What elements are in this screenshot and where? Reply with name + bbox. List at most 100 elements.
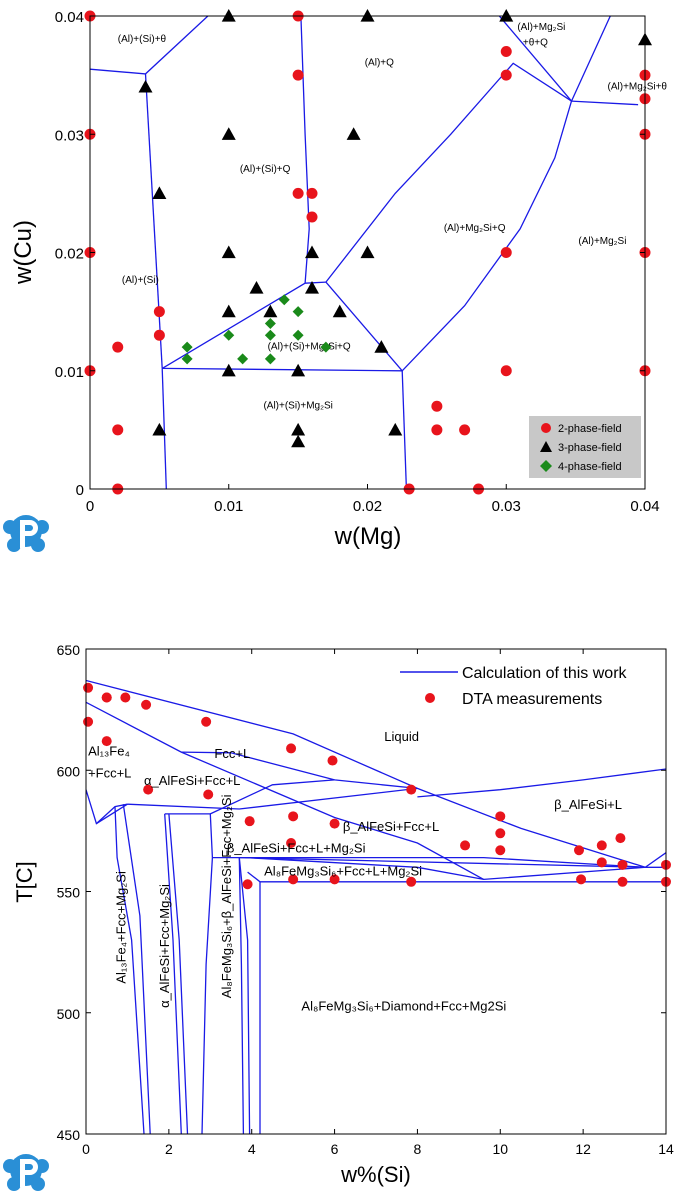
x-axis-label: w(Mg) <box>334 523 402 550</box>
phase-boundary-line <box>212 856 646 868</box>
region-label: +θ+Q <box>523 38 548 49</box>
region-label: (Al)+Mg₂Si <box>578 236 626 247</box>
region-label: β_AlFeSi+Fcc+L <box>343 819 439 834</box>
phase-boundary-line <box>161 368 167 489</box>
phase-boundary-line <box>210 779 335 815</box>
phase-boundary-line <box>498 16 572 102</box>
axes: 0 2 4 6 8 10 12 14 450 500 550 600 650 <box>57 642 674 1157</box>
legend-label: 4-phase-field <box>558 461 622 473</box>
data-point-triangle <box>291 434 306 448</box>
data-point-triangle <box>152 422 167 436</box>
phase-boundary-line <box>181 751 418 790</box>
axes: 0 0.01 0.02 0.03 0.04 0 0.01 0.02 0.03 0.04 <box>55 9 660 515</box>
region-label: α_AlFeSi+Fcc+L <box>144 773 240 788</box>
data-point-triangle <box>388 422 403 436</box>
data-points <box>84 9 652 495</box>
data-point-diamond <box>223 329 235 341</box>
data-point-circle <box>203 789 214 800</box>
logo <box>3 515 49 552</box>
data-point-diamond <box>237 353 249 365</box>
data-point-circle <box>617 876 628 887</box>
x-tick-label: 0.02 <box>353 498 382 515</box>
phase-boundary-line <box>168 813 189 1134</box>
phase-boundaries <box>90 16 639 489</box>
data-point-circle <box>143 784 154 795</box>
x-tick-label: 10 <box>492 1141 508 1157</box>
data-point-circle <box>292 187 304 199</box>
data-point-diamond <box>181 353 193 365</box>
data-point-diamond <box>292 329 304 341</box>
phase-boundary-line <box>325 281 403 372</box>
data-point-diamond <box>320 341 332 353</box>
data-point-triangle <box>221 304 236 318</box>
y-tick-label: 550 <box>57 885 81 901</box>
plot-frame <box>85 648 667 1135</box>
data-point-triangle <box>221 363 236 377</box>
data-point-circle <box>101 692 112 703</box>
y-tick-label: 650 <box>57 642 81 658</box>
data-point-circle <box>292 69 304 81</box>
phase-boundary-line <box>325 62 572 283</box>
data-point-circle <box>101 736 112 747</box>
data-point-circle <box>141 699 152 710</box>
legend-label: DTA measurements <box>462 691 602 708</box>
x-tick-label: 0 <box>86 498 94 515</box>
data-point-diamond <box>292 306 304 318</box>
data-point-diamond <box>264 329 276 341</box>
x-tick-label: 12 <box>575 1141 591 1157</box>
legend-label: Calculation of this work <box>462 665 628 682</box>
y-tick-label: 500 <box>57 1006 81 1022</box>
region-label: (Al)+Mg₂Si <box>517 22 565 33</box>
region-label: Al₈FeMg₃Si₆+Diamond+Fcc+Mg2Si <box>301 998 506 1013</box>
data-point-triangle <box>374 340 389 353</box>
data-point-circle <box>495 828 506 839</box>
legend-marker <box>425 693 435 703</box>
data-point-circle <box>286 743 297 754</box>
phase-boundary-line <box>417 768 666 798</box>
phase-boundary-line <box>401 100 573 372</box>
region-label: (Al)+(Si)+Q <box>240 164 291 175</box>
data-point-circle <box>500 247 512 258</box>
x-tick-label: 0.01 <box>214 498 243 515</box>
region-label: Al₈FeMg₃Si₆+Fcc+L+Mg₂Si <box>264 864 422 879</box>
data-point-triangle <box>346 127 361 140</box>
phase-diagram-si-temperature: Al₁₃Fe₄ +Fcc+L Fcc+L Liquid α_AlFeSi+Fcc+L β_… <box>3 642 674 1191</box>
data-point-triangle <box>221 127 236 140</box>
data-point-circle <box>286 838 297 848</box>
data-point-circle <box>112 424 124 436</box>
legend: 2-phase-field 3-phase-field 4-phase-field <box>529 416 641 478</box>
data-point-triangle <box>332 304 347 318</box>
data-point-circle <box>596 857 607 868</box>
data-point-circle <box>288 874 299 885</box>
data-point-triangle <box>291 363 306 377</box>
region-labels: Al₁₃Fe₄ +Fcc+L Fcc+L Liquid α_AlFeSi+Fcc+L β_… <box>88 729 622 1013</box>
data-point-circle <box>83 716 94 727</box>
phase-boundary-line <box>570 16 611 102</box>
data-point-circle <box>459 424 471 436</box>
data-point-triangle <box>305 280 319 294</box>
data-point-circle <box>431 400 443 412</box>
phase-boundary-line <box>201 857 214 1134</box>
data-point-circle <box>327 755 338 766</box>
y-tick-label: 0 <box>76 482 84 499</box>
phase-boundary-line <box>571 100 639 106</box>
x-tick-label: 4 <box>248 1141 256 1157</box>
region-labels: (Al)+(Si)+θ (Al)+Q (Al)+Mg₂Si +θ+Q (Al)+Mg₂S… <box>118 22 668 411</box>
phase-boundary-line <box>122 804 151 1134</box>
data-point-circle <box>120 692 131 703</box>
legend: Calculation of this work DTA measurements <box>400 665 628 708</box>
logo <box>3 1154 49 1191</box>
data-point-circle <box>596 840 607 851</box>
data-point-circle <box>574 845 584 856</box>
x-tick-label: 2 <box>165 1141 173 1157</box>
data-point-triangle <box>360 245 375 259</box>
x-tick-label: 0.03 <box>492 498 521 515</box>
phase-boundary-line <box>114 806 145 1134</box>
region-label: (Al)+(Si)+Mg₂Si <box>263 401 332 412</box>
data-point-circle <box>242 879 253 890</box>
phase-lines <box>86 679 666 1134</box>
data-point-circle <box>495 845 506 856</box>
data-point-circle <box>329 874 340 885</box>
y-tick-label: 600 <box>57 763 81 779</box>
region-label: (Al)+Mg₂Si+θ <box>608 81 668 92</box>
